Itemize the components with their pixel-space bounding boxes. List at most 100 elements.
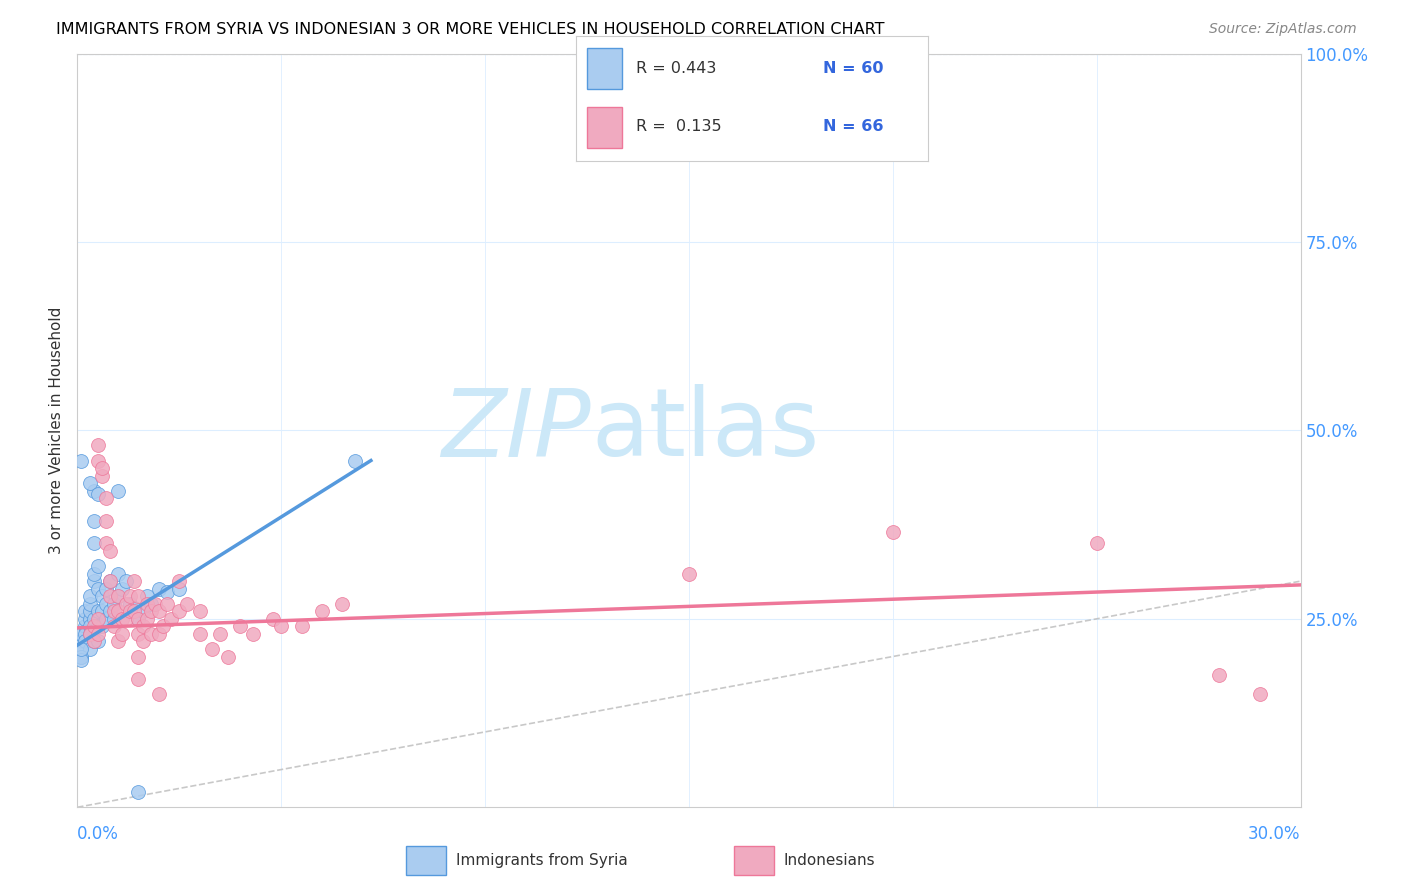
Point (83, 612, 105, 626)
Point (107, 589, 129, 603)
Point (83, 483, 105, 498)
Point (103, 612, 125, 626)
Text: ZIP: ZIP (441, 384, 591, 476)
Point (90, 461, 112, 475)
Point (139, 604, 162, 618)
Point (135, 589, 157, 603)
Point (94, 582, 117, 596)
Point (201, 642, 224, 657)
Point (98, 574, 121, 589)
Point (343, 453, 366, 467)
Point (75, 619, 97, 633)
Point (79, 627, 101, 641)
Point (148, 687, 170, 701)
Point (98, 574, 121, 589)
Point (128, 785, 150, 799)
Text: 0.0%: 0.0% (77, 825, 120, 843)
Point (87, 438, 110, 452)
Point (131, 619, 153, 633)
Point (70, 642, 93, 657)
Bar (586, 107, 621, 148)
Point (79, 597, 101, 611)
Point (79, 604, 101, 618)
Point (70, 653, 93, 667)
Point (128, 589, 150, 603)
Point (148, 582, 170, 596)
Point (160, 612, 183, 626)
Point (87, 604, 110, 618)
Point (103, 619, 125, 633)
Point (70, 627, 93, 641)
Point (87, 487, 110, 501)
Point (291, 619, 314, 633)
Point (188, 627, 211, 641)
Point (70, 649, 93, 664)
Point (70, 453, 93, 467)
Text: atlas: atlas (591, 384, 820, 476)
Point (139, 627, 162, 641)
Point (79, 627, 101, 641)
Point (103, 604, 125, 618)
Point (128, 672, 150, 686)
Point (128, 627, 150, 641)
Point (79, 612, 101, 626)
Point (87, 619, 110, 633)
Point (143, 597, 166, 611)
Point (156, 597, 179, 611)
Text: IMMIGRANTS FROM SYRIA VS INDONESIAN 3 OR MORE VEHICLES IN HOUSEHOLD CORRELATION : IMMIGRANTS FROM SYRIA VS INDONESIAN 3 OR… (56, 22, 884, 37)
Point (128, 612, 150, 626)
Point (87, 453, 110, 467)
Point (79, 476, 101, 491)
Point (124, 600, 146, 615)
Text: N = 66: N = 66 (823, 119, 883, 134)
Point (188, 604, 211, 618)
Point (311, 604, 333, 618)
Point (128, 612, 150, 626)
Text: N = 60: N = 60 (823, 62, 883, 77)
Point (115, 574, 138, 589)
Text: Indonesians: Indonesians (783, 853, 875, 868)
Point (83, 619, 105, 633)
Text: Source: ZipAtlas.com: Source: ZipAtlas.com (1209, 22, 1357, 37)
Point (94, 491, 117, 506)
Point (79, 642, 101, 657)
Point (111, 612, 134, 626)
Point (107, 604, 129, 618)
Text: Immigrants from Syria: Immigrants from Syria (456, 853, 627, 868)
Point (87, 634, 110, 648)
Point (107, 566, 129, 581)
Point (139, 597, 162, 611)
Point (87, 612, 110, 626)
Point (70, 638, 93, 652)
Point (135, 597, 157, 611)
Point (87, 627, 110, 641)
Point (148, 604, 170, 618)
Point (79, 619, 101, 633)
Point (83, 574, 105, 589)
Point (120, 597, 142, 611)
Point (94, 612, 117, 626)
Point (98, 544, 121, 558)
Point (124, 604, 146, 618)
Point (169, 604, 191, 618)
Point (111, 582, 134, 596)
Point (156, 585, 179, 599)
Point (111, 627, 134, 641)
Point (1208, 668, 1230, 682)
Point (270, 619, 292, 633)
Point (120, 604, 142, 618)
Text: R =  0.135: R = 0.135 (636, 119, 721, 134)
Point (107, 483, 129, 498)
Point (115, 597, 138, 611)
Bar (586, 48, 621, 89)
Point (882, 525, 904, 540)
Point (107, 589, 129, 603)
Point (75, 627, 97, 641)
Point (176, 597, 198, 611)
Point (135, 612, 157, 626)
Bar (734, 846, 775, 875)
Point (83, 634, 105, 648)
Point (131, 604, 153, 618)
Bar (406, 846, 446, 875)
Text: 30.0%: 30.0% (1249, 825, 1301, 843)
